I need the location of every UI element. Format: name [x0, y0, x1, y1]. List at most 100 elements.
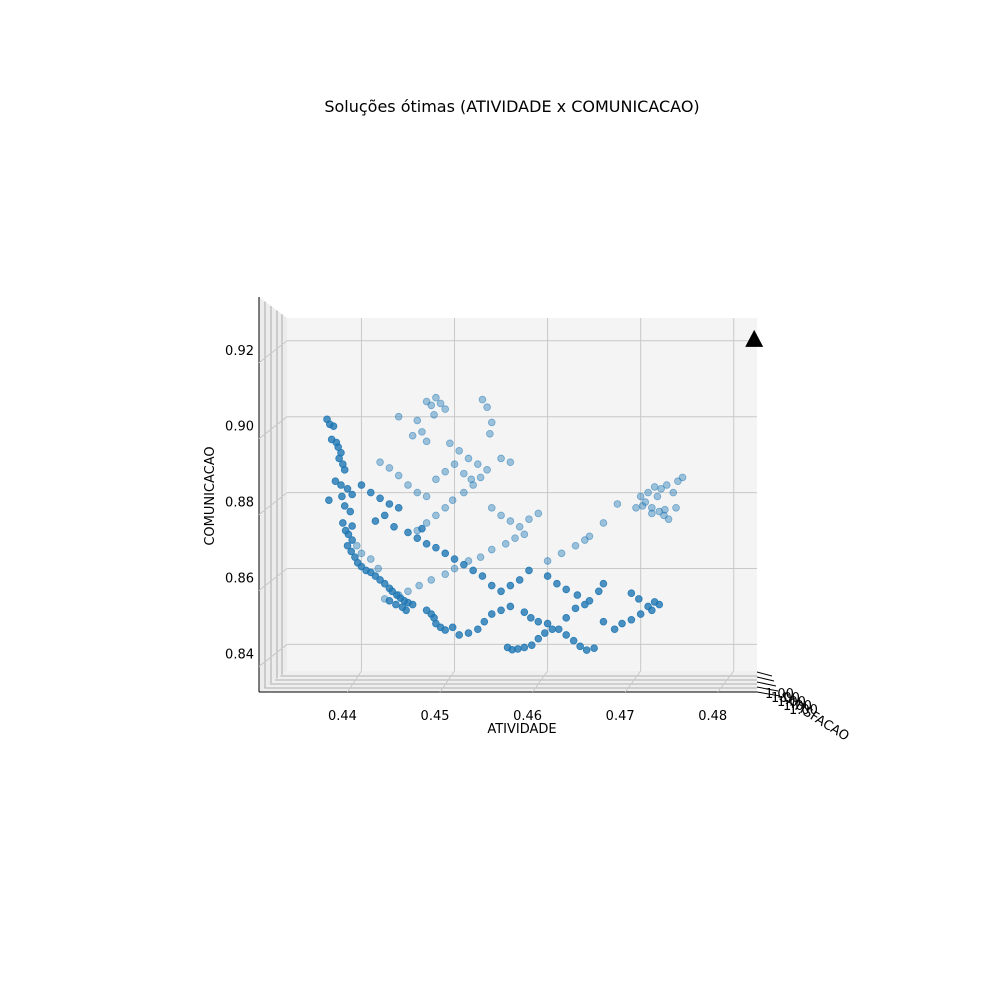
- z-tick-label: 1.00: [765, 687, 794, 702]
- scatter-point: [636, 492, 645, 501]
- y-tick-label: 0.90: [225, 420, 254, 435]
- floor-pane: [259, 671, 757, 692]
- scatter-point: [506, 517, 515, 525]
- scatter-point: [534, 617, 543, 626]
- scatter-point: [632, 503, 640, 512]
- scatter-point: [650, 483, 659, 491]
- scatter-point: [415, 581, 423, 590]
- scatter-point: [520, 643, 529, 652]
- scatter-point: [380, 511, 389, 520]
- scatter-point: [501, 540, 510, 548]
- z-tick-label: 1.00: [771, 691, 800, 706]
- scatter-point: [390, 522, 398, 531]
- scatter-point: [464, 629, 473, 637]
- scatter-point: [455, 447, 463, 455]
- scatter-point: [404, 587, 412, 596]
- scatter-point: [543, 572, 552, 580]
- scatter-point: [413, 416, 422, 425]
- y-tick-label: 0.84: [225, 647, 254, 662]
- scatter-point: [441, 503, 450, 512]
- scatter-point: [455, 631, 463, 639]
- y-side-grid-line: [258, 416, 288, 440]
- scatter-point: [427, 401, 436, 410]
- scatter-point: [525, 566, 533, 575]
- scatter-point: [653, 492, 662, 501]
- x-floor-grid-line: [439, 670, 455, 693]
- z-tick-label: 1.00: [783, 699, 812, 714]
- scatter-point: [473, 625, 482, 634]
- z-tick-label: 1.00: [789, 703, 818, 718]
- scatter-point: [385, 596, 394, 605]
- scatter-point: [464, 454, 473, 463]
- scatter-point: [669, 488, 678, 497]
- scatter-point: [450, 564, 459, 573]
- scatter-point: [441, 405, 450, 413]
- scatter-point: [610, 625, 619, 634]
- scatter-point: [441, 626, 450, 634]
- scatter-point: [366, 555, 375, 563]
- scatter-point: [343, 485, 352, 493]
- scatter-point: [648, 606, 656, 615]
- scatter-point: [331, 477, 340, 486]
- triangle-marker: [745, 329, 764, 347]
- scatter-point: [469, 481, 477, 489]
- scatter-point: [543, 557, 552, 565]
- scatter-point: [644, 488, 652, 497]
- scatter-point: [344, 530, 353, 539]
- x-tick-label: 0.44: [328, 709, 357, 724]
- scatter-point: [599, 519, 608, 527]
- scatter-point: [585, 596, 594, 605]
- y-side-grid-line: [258, 644, 288, 667]
- scatter-point: [497, 511, 505, 520]
- scatter-point: [664, 515, 673, 523]
- scatter-point: [413, 488, 422, 497]
- scatter-point: [464, 557, 473, 565]
- scatter-point: [448, 623, 457, 632]
- scatter-point: [506, 602, 515, 611]
- scatter-point: [553, 579, 561, 588]
- scatter-point: [392, 600, 400, 609]
- x-floor-grid-line: [717, 670, 735, 693]
- scatter-point: [404, 528, 412, 537]
- scatter-point: [376, 458, 384, 467]
- y-tick-label: 0.92: [225, 344, 254, 359]
- scatter-point: [569, 636, 578, 645]
- scatter-point: [348, 522, 356, 530]
- scatter-point: [418, 524, 426, 533]
- y-side-grid-line: [258, 492, 288, 515]
- scatter-point: [347, 547, 356, 556]
- scatter-point: [548, 625, 557, 634]
- scatter-point: [557, 549, 566, 558]
- y-tick-label: 0.86: [225, 572, 254, 587]
- scatter-point: [487, 581, 496, 590]
- scatter-point: [599, 617, 608, 626]
- x-tick-label: 0.46: [513, 709, 542, 724]
- scatter-point: [487, 545, 496, 554]
- scatter-point: [478, 572, 487, 580]
- scatter-point: [450, 460, 459, 468]
- scatter-point: [483, 466, 491, 474]
- scatter-point: [325, 496, 333, 504]
- scatter-point: [340, 502, 349, 510]
- x-tick-label: 0.45: [421, 709, 450, 724]
- scatter-point: [337, 481, 345, 489]
- scatter-point: [380, 595, 389, 603]
- scatter-point: [541, 629, 549, 637]
- scatter-point: [655, 600, 664, 609]
- scatter-point: [467, 475, 476, 484]
- scatter-point: [514, 645, 522, 653]
- scatter-point: [346, 507, 355, 516]
- scatter-point: [418, 428, 426, 436]
- scatter-point: [357, 481, 366, 489]
- scatter-point: [636, 610, 645, 618]
- scatter-point: [450, 555, 459, 563]
- scatter-point: [353, 541, 361, 550]
- scatter-point: [678, 473, 687, 482]
- scatter-point: [357, 549, 366, 558]
- scatter-point: [408, 600, 417, 609]
- grid-lines: [258, 318, 757, 693]
- scatter-point: [543, 619, 552, 628]
- scatter-point: [422, 437, 431, 446]
- scatter-point: [432, 475, 440, 484]
- scatter-point: [430, 410, 438, 419]
